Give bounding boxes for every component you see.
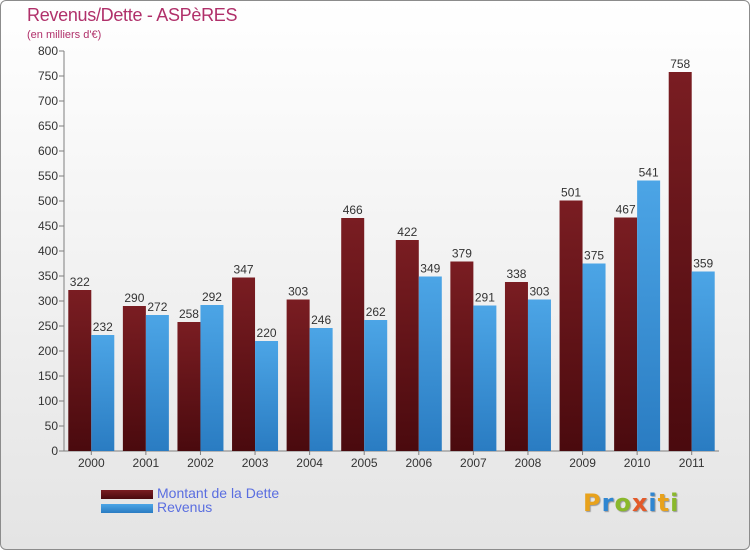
data-label: 338	[506, 267, 526, 281]
x-tick-label: 2007	[460, 456, 487, 470]
x-tick-label: 2011	[679, 456, 705, 470]
data-label: 232	[93, 320, 113, 334]
bar-dette	[450, 261, 474, 451]
data-label: 220	[257, 326, 277, 340]
y-tick-label: 400	[38, 244, 58, 258]
x-tick-label: 2005	[351, 456, 378, 470]
y-tick-label: 0	[51, 444, 58, 458]
y-tick-label: 300	[38, 294, 58, 308]
data-label: 375	[584, 249, 604, 263]
x-tick-label: 2009	[569, 456, 596, 470]
data-label: 303	[529, 285, 549, 299]
y-tick-label: 200	[38, 344, 58, 358]
y-tick-label: 550	[38, 169, 58, 183]
data-label: 379	[452, 247, 472, 261]
x-tick-label: 2008	[515, 456, 542, 470]
bar-revenus	[582, 263, 606, 451]
data-label: 347	[234, 263, 254, 277]
bar-dette	[395, 240, 419, 451]
x-tick-label: 2001	[133, 456, 160, 470]
y-tick-label: 450	[38, 219, 58, 233]
y-tick-label: 500	[38, 194, 58, 208]
bar-revenus	[255, 341, 279, 451]
data-label: 246	[311, 313, 331, 327]
bar-dette	[286, 299, 310, 451]
data-label: 466	[343, 203, 363, 217]
bar-dette	[177, 322, 201, 451]
legend-swatch-revenus	[101, 504, 153, 513]
data-label: 258	[179, 307, 199, 321]
y-tick-label: 750	[38, 69, 58, 83]
y-tick-label: 150	[38, 369, 58, 383]
data-label: 292	[202, 290, 222, 304]
proxiti-logo: Proxiti	[583, 489, 680, 517]
legend-label-dette: Montant de la Dette	[157, 485, 280, 501]
data-label: 322	[70, 275, 90, 289]
data-label: 758	[670, 57, 690, 71]
bar-dette	[68, 290, 92, 451]
x-tick-label: 2006	[405, 456, 432, 470]
x-tick-label: 2004	[296, 456, 323, 470]
y-tick-label: 800	[38, 44, 58, 58]
x-tick-label: 2003	[242, 456, 269, 470]
data-label: 272	[147, 300, 167, 314]
bar-revenus	[473, 305, 497, 451]
y-tick-label: 250	[38, 319, 58, 333]
bar-revenus	[364, 320, 388, 451]
bar-dette	[559, 200, 583, 451]
bar-dette	[504, 282, 528, 451]
data-label: 303	[288, 285, 308, 299]
bar-dette	[341, 218, 365, 451]
chart-subtitle: (en milliers d'€)	[27, 29, 102, 41]
bar-revenus	[200, 305, 224, 451]
data-label: 422	[397, 225, 417, 239]
x-tick-label: 2002	[187, 456, 214, 470]
data-label: 541	[639, 166, 659, 180]
bar-revenus	[145, 315, 169, 451]
y-tick-label: 650	[38, 119, 58, 133]
bar-revenus	[309, 328, 333, 451]
data-label: 467	[616, 203, 636, 217]
data-label: 290	[124, 291, 144, 305]
legend-label-revenus: Revenus	[157, 499, 213, 515]
data-label: 359	[693, 257, 713, 271]
bar-revenus	[637, 180, 661, 451]
chart-title: Revenus/Dette - ASPèRES	[27, 5, 238, 25]
bar-revenus	[691, 271, 715, 451]
y-tick-label: 700	[38, 94, 58, 108]
bar-dette	[232, 277, 256, 451]
bar-dette	[122, 306, 146, 451]
y-tick-label: 600	[38, 144, 58, 158]
bar-revenus	[91, 335, 115, 451]
data-label: 262	[366, 305, 386, 319]
data-label: 501	[561, 186, 581, 200]
y-tick-label: 100	[38, 394, 58, 408]
bar-revenus	[418, 276, 442, 451]
bar-revenus	[527, 299, 551, 451]
bar-dette	[614, 217, 638, 451]
y-tick-label: 350	[38, 269, 58, 283]
y-tick-label: 50	[45, 419, 59, 433]
legend-swatch-dette	[101, 490, 153, 499]
x-tick-label: 2010	[624, 456, 651, 470]
bar-dette	[668, 72, 692, 451]
data-label: 291	[475, 291, 495, 305]
x-tick-label: 2000	[78, 456, 105, 470]
data-label: 349	[420, 262, 440, 276]
